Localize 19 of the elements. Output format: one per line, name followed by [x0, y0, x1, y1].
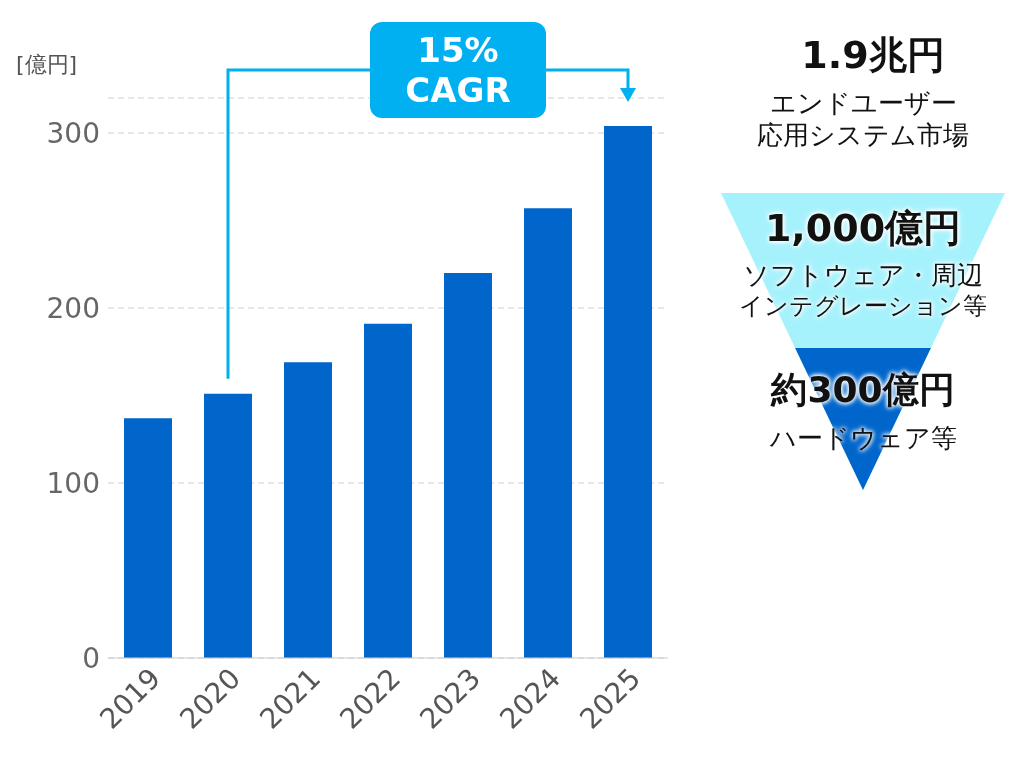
text: インテグレーション等 — [738, 291, 988, 322]
y-tick-label: 200 — [46, 291, 100, 325]
text: 1,000億円 — [763, 205, 963, 252]
bar — [524, 208, 572, 658]
y-tick-label: 0 — [82, 641, 100, 675]
y-tick-label: 300 — [46, 116, 100, 150]
annotation: 15% CAGR — [404, 30, 512, 110]
y-axis-title: [億円] — [16, 51, 78, 79]
bar — [604, 126, 652, 658]
bar — [124, 418, 172, 658]
text: 応用システム市場 — [756, 119, 970, 152]
bar — [364, 323, 412, 658]
text: 1.9兆円 — [800, 32, 946, 79]
text: エンドユーザー — [768, 87, 958, 120]
bar — [204, 393, 252, 658]
y-tick-label: 100 — [46, 466, 100, 500]
text: ソフトウェア・周辺 — [742, 259, 984, 292]
bar — [444, 273, 492, 658]
bar — [284, 362, 332, 658]
